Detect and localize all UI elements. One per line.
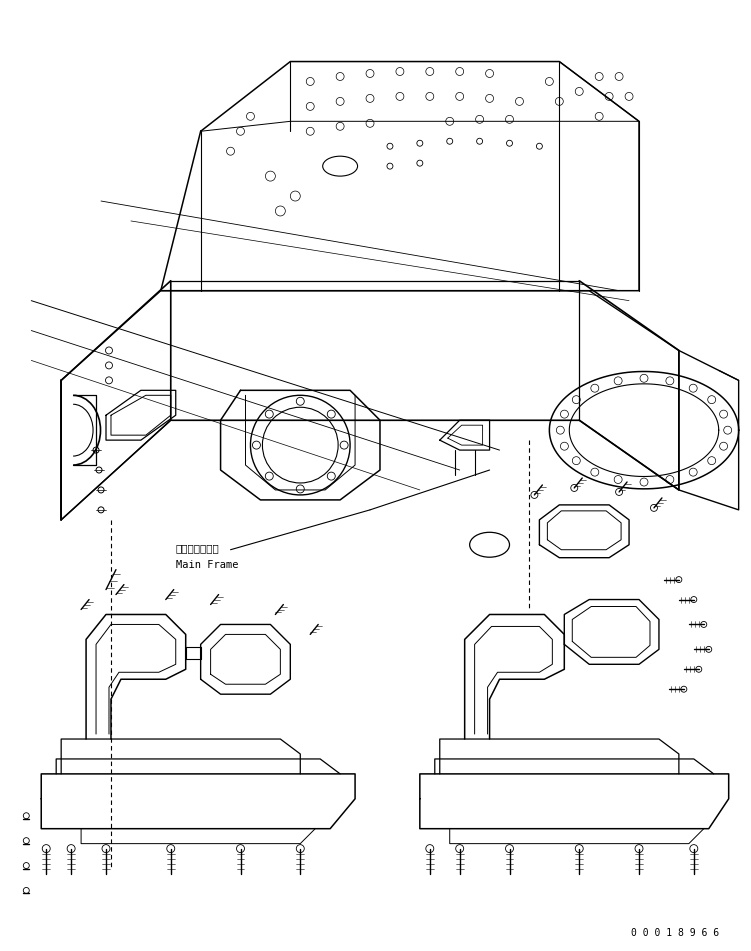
Text: 0 0 0 1 8 9 6 6: 0 0 0 1 8 9 6 6	[631, 928, 719, 939]
Text: Main Frame: Main Frame	[176, 560, 238, 570]
Text: メインフレーム: メインフレーム	[176, 543, 219, 553]
